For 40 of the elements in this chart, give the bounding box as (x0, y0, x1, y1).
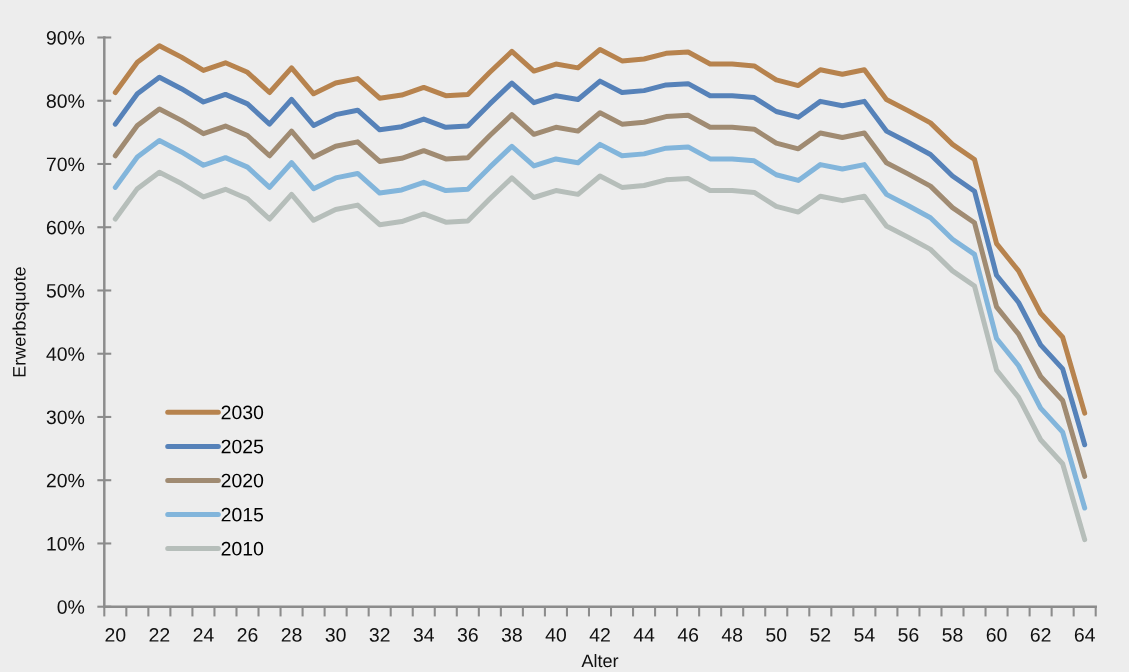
x-tick-label: 52 (810, 628, 831, 642)
x-tick-label: 32 (369, 628, 390, 642)
x-tick-label: 38 (501, 628, 522, 642)
x-tick-label: 64 (1074, 628, 1095, 642)
y-axis-title: Erwerbsquote (12, 267, 30, 377)
x-tick-label: 30 (325, 628, 346, 642)
x-tick-label: 42 (589, 628, 610, 642)
y-tick-label: 80% (46, 94, 85, 108)
y-tick-label: 20% (46, 473, 85, 488)
legend-label: 2020 (221, 473, 264, 488)
x-tick-label: 36 (457, 628, 478, 642)
legend-label: 2030 (221, 405, 264, 420)
x-tick-label: 46 (677, 628, 699, 642)
y-tick-label: 0% (57, 600, 85, 614)
x-tick-label: 48 (721, 628, 743, 642)
x-tick-label: 56 (898, 628, 919, 642)
y-tick-label: 90% (46, 30, 85, 45)
y-tick-label: 10% (47, 536, 85, 551)
x-tick-label: 26 (237, 628, 258, 642)
x-tick-label: 54 (854, 628, 875, 642)
y-tick-label: 40% (46, 347, 85, 361)
legend-label: 2025 (221, 439, 264, 454)
x-tick-label: 60 (986, 628, 1007, 642)
y-tick-label: 60% (46, 220, 85, 235)
x-tick-label: 20 (105, 628, 126, 642)
y-tick-label: 50% (46, 283, 85, 298)
x-tick-label: 58 (942, 628, 963, 642)
x-tick-label: 62 (1030, 628, 1051, 642)
x-tick-label: 22 (149, 628, 170, 642)
x-axis-title: Alter (581, 653, 619, 668)
y-tick-label: 30% (46, 410, 85, 425)
x-tick-label: 24 (193, 628, 214, 642)
legend-label: 2010 (221, 541, 264, 556)
y-tick-label: 70% (46, 157, 85, 172)
x-tick-label: 28 (281, 628, 302, 642)
x-tick-label: 50 (766, 628, 787, 642)
legend-label: 2015 (221, 507, 264, 522)
x-tick-label: 40 (545, 628, 566, 642)
x-tick-label: 34 (413, 628, 434, 642)
x-tick-label: 44 (633, 628, 655, 642)
